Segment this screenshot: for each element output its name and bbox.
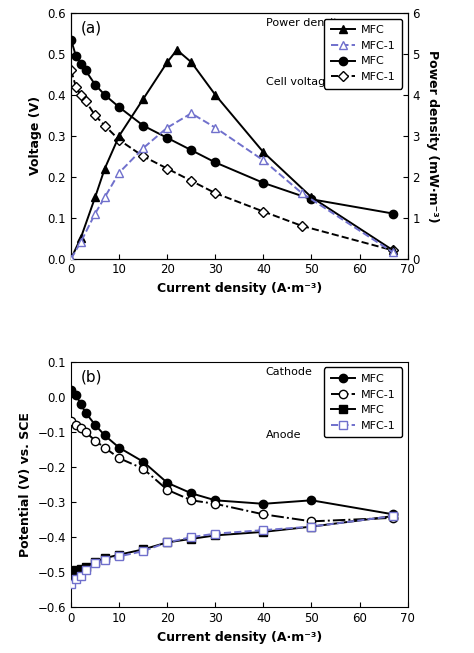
- X-axis label: Current density (A·m⁻³): Current density (A·m⁻³): [157, 282, 322, 295]
- Text: Power density: Power density: [265, 18, 344, 28]
- Text: Cathode: Cathode: [265, 366, 312, 377]
- Y-axis label: Potential (V) vs. SCE: Potential (V) vs. SCE: [19, 412, 32, 557]
- Legend: MFC, MFC-1, MFC, MFC-1: MFC, MFC-1, MFC, MFC-1: [324, 19, 402, 89]
- Text: (a): (a): [81, 20, 102, 35]
- Text: Cell voltage: Cell voltage: [265, 77, 332, 87]
- Y-axis label: Power density (mW·m⁻³): Power density (mW·m⁻³): [427, 50, 439, 222]
- Legend: MFC, MFC-1, MFC, MFC-1: MFC, MFC-1, MFC, MFC-1: [324, 367, 402, 438]
- X-axis label: Current density (A·m⁻³): Current density (A·m⁻³): [157, 631, 322, 644]
- Text: (b): (b): [81, 369, 103, 384]
- Y-axis label: Voltage (V): Voltage (V): [29, 96, 42, 176]
- Text: Anode: Anode: [265, 430, 301, 441]
